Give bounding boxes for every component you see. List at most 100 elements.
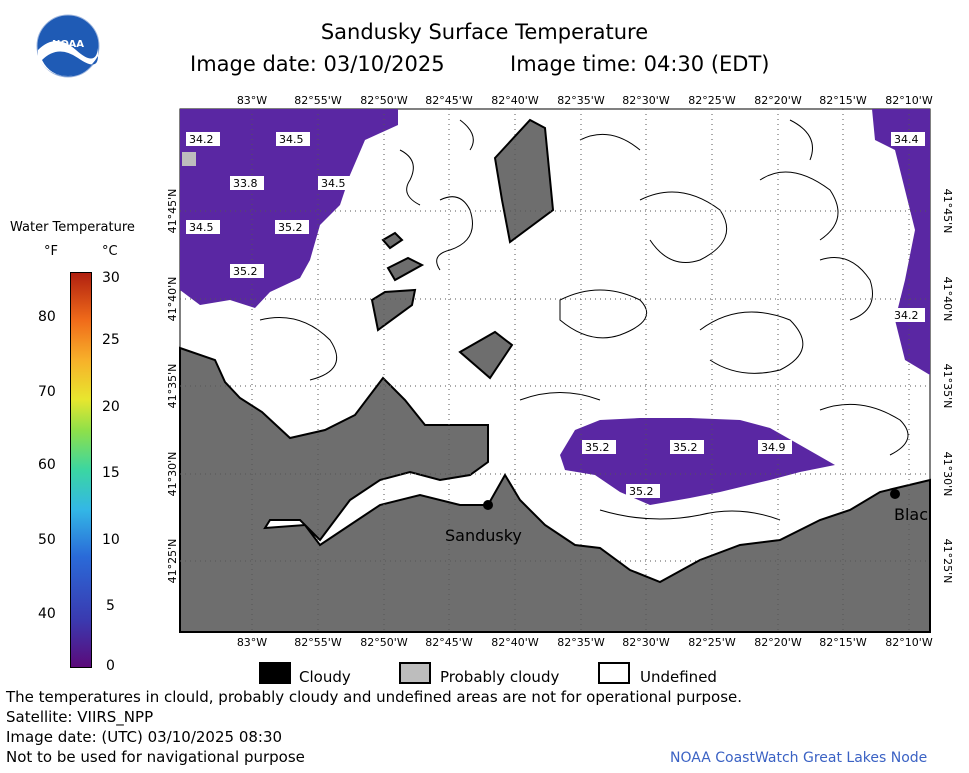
lon-label: 82°45'W: [425, 94, 473, 107]
svg-text:35.2: 35.2: [585, 441, 610, 454]
svg-text:35.2: 35.2: [673, 441, 698, 454]
contours: [259, 119, 909, 521]
svg-text:35.2: 35.2: [278, 221, 303, 234]
lon-label: 82°20'W: [754, 636, 802, 649]
f-tick: 50: [38, 532, 56, 548]
temp-label: 34.5: [186, 220, 220, 234]
land-area: [179, 346, 931, 633]
lon-label: 82°50'W: [360, 636, 408, 649]
temp-label: 34.2: [891, 308, 925, 322]
temp-label: 33.8: [230, 176, 264, 190]
f-tick: 40: [38, 606, 56, 622]
temp-label: 35.2: [230, 264, 264, 278]
disclaimer-text: The temperatures in clould, probably clo…: [6, 688, 743, 706]
lon-label: 82°10'W: [885, 636, 933, 649]
legend-f-unit: °F: [44, 244, 58, 259]
island: [370, 288, 417, 332]
svg-text:35.2: 35.2: [629, 485, 654, 498]
lon-label: 82°50'W: [360, 94, 408, 107]
f-tick: 60: [38, 457, 56, 473]
island: [381, 231, 404, 250]
temp-label: 35.2: [275, 220, 309, 234]
lon-label: 82°55'W: [294, 636, 342, 649]
lon-label: 82°55'W: [294, 94, 342, 107]
c-tick: 10: [102, 532, 120, 548]
svg-text:34.2: 34.2: [894, 309, 919, 322]
graticule: [180, 109, 930, 632]
city-label: Blac: [894, 505, 928, 524]
lon-label: 82°40'W: [491, 94, 539, 107]
lon-label: 82°30'W: [622, 94, 670, 107]
island: [493, 118, 555, 244]
lon-label: 82°15'W: [819, 636, 867, 649]
lon-label: 82°35'W: [557, 94, 605, 107]
lat-label: 41°35'N: [166, 364, 179, 409]
lat-labels-left: 41°45'N 41°40'N 41°35'N 41°30'N 41°25'N: [166, 189, 179, 584]
island: [458, 330, 514, 380]
svg-text:34.5: 34.5: [321, 177, 346, 190]
utc-date-text: Image date: (UTC) 03/10/2025 08:30: [6, 728, 283, 746]
lat-label: 41°40'N: [166, 277, 179, 322]
c-tick: 5: [106, 598, 115, 614]
temp-label: 34.5: [318, 176, 352, 190]
noaa-logo: NOAA: [36, 14, 100, 78]
svg-text:34.4: 34.4: [894, 133, 919, 146]
legend-title: Water Temperature: [10, 220, 135, 235]
temp-label: 35.2: [582, 440, 616, 454]
lat-label: 41°25'N: [941, 539, 954, 584]
svg-text:34.5: 34.5: [279, 133, 304, 146]
lat-label: 41°45'N: [941, 189, 954, 234]
temp-label: 34.4: [891, 132, 925, 146]
c-tick: 15: [102, 465, 120, 481]
f-tick: 70: [38, 384, 56, 400]
city-label: Sandusky: [445, 526, 522, 545]
c-tick: 20: [102, 399, 120, 415]
key-probably-cloudy-swatch: [399, 662, 431, 684]
lon-label: 82°25'W: [688, 636, 736, 649]
lon-label: 82°10'W: [885, 94, 933, 107]
lat-label: 41°35'N: [941, 364, 954, 409]
lat-label: 41°30'N: [166, 452, 179, 497]
temp-label: 34.5: [276, 132, 310, 146]
page-title: Sandusky Surface Temperature: [320, 20, 649, 44]
lon-labels-bottom: 83°W 82°55'W 82°50'W 82°45'W 82°40'W 82°…: [237, 636, 933, 649]
lon-label: 82°15'W: [819, 94, 867, 107]
lon-label: 82°40'W: [491, 636, 539, 649]
lon-label: 82°35'W: [557, 636, 605, 649]
lat-labels-right: 41°45'N 41°40'N 41°35'N 41°30'N 41°25'N: [941, 189, 954, 584]
svg-text:33.8: 33.8: [233, 177, 258, 190]
lon-label: 82°25'W: [688, 94, 736, 107]
lon-label: 83°W: [237, 636, 267, 649]
c-tick: 30: [102, 270, 120, 286]
lon-label: 83°W: [237, 94, 267, 107]
key-undefined-label: Undefined: [640, 668, 717, 686]
satellite-text: Satellite: VIIRS_NPP: [6, 708, 154, 726]
city-marker: [890, 489, 900, 499]
svg-text:34.2: 34.2: [189, 133, 214, 146]
cold-water-nw: [180, 109, 398, 308]
svg-text:35.2: 35.2: [233, 265, 258, 278]
navigation-note: Not to be used for navigational purpose: [6, 748, 305, 766]
temp-label: 34.9: [758, 440, 792, 454]
lat-label: 41°25'N: [166, 539, 179, 584]
island: [386, 256, 425, 282]
legend-c-unit: °C: [102, 244, 118, 259]
temp-label: 35.2: [626, 484, 660, 498]
svg-text:34.5: 34.5: [189, 221, 214, 234]
city-marker: [483, 500, 493, 510]
node-credit: NOAA CoastWatch Great Lakes Node: [670, 750, 928, 766]
lon-labels-top: 83°W 82°55'W 82°50'W 82°45'W 82°40'W 82°…: [237, 94, 933, 107]
c-tick: 25: [102, 332, 120, 348]
temp-label: 35.2: [670, 440, 704, 454]
logo-text: NOAA: [52, 39, 84, 50]
key-cloudy-label: Cloudy: [299, 668, 351, 686]
svg-text:34.9: 34.9: [761, 441, 786, 454]
lon-label: 82°30'W: [622, 636, 670, 649]
probably-cloudy-patch: [182, 152, 196, 166]
image-date: Image date: 03/10/2025: [190, 52, 445, 76]
f-tick: 80: [38, 309, 56, 325]
cold-water-center: [560, 418, 835, 505]
lat-label: 41°30'N: [941, 452, 954, 497]
c-tick: 0: [106, 658, 115, 674]
